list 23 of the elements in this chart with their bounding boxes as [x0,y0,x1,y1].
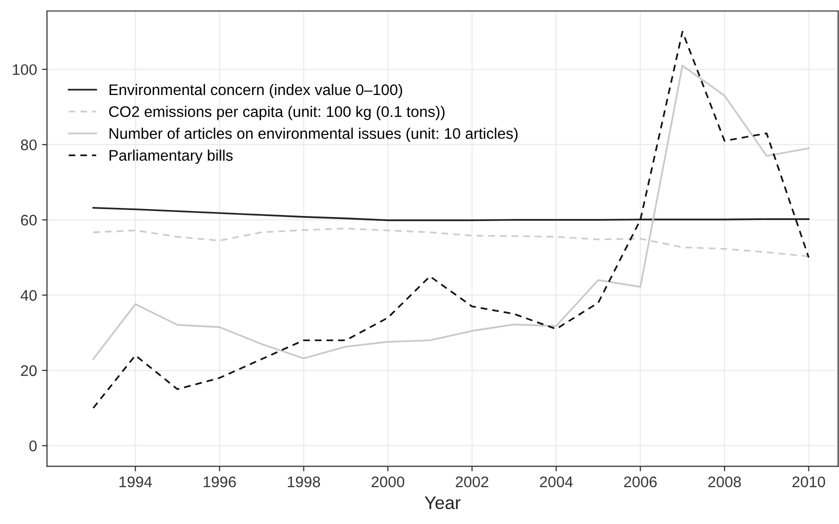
legend-label: CO2 emissions per capita (unit: 100 kg (0.1 tons)) [109,106,445,120]
x-tick-label: 1994 [120,476,152,488]
y-tick-label: 20 [21,365,37,376]
legend-label: Number of articles on environmental issues (unit: 10 articles) [110,128,518,142]
y-tick-label: 80 [20,139,37,150]
line-series [92,64,810,360]
legend-label: Environmental concern (index value 0–100) [110,84,402,98]
x-tick-label: 2004 [540,476,573,488]
y-tick-label: 100 [12,64,37,76]
y-tick-label: 60 [21,214,37,226]
x-tick-label: 2008 [708,476,741,488]
x-tick-label: 1996 [204,476,236,488]
line-series [92,30,810,409]
x-axis-title: Year [424,496,461,510]
y-tick-label: 40 [20,290,37,301]
x-tick-label: 2010 [792,476,826,488]
legend-label: Parliamentary bills [110,150,233,164]
x-tick-label: 1998 [288,476,320,488]
x-tick-label: 2006 [624,476,657,488]
y-tick-label: 0 [29,440,37,452]
x-tick-label: 2000 [372,476,404,488]
x-tick-label: 2002 [456,476,488,488]
line-series [92,206,810,222]
